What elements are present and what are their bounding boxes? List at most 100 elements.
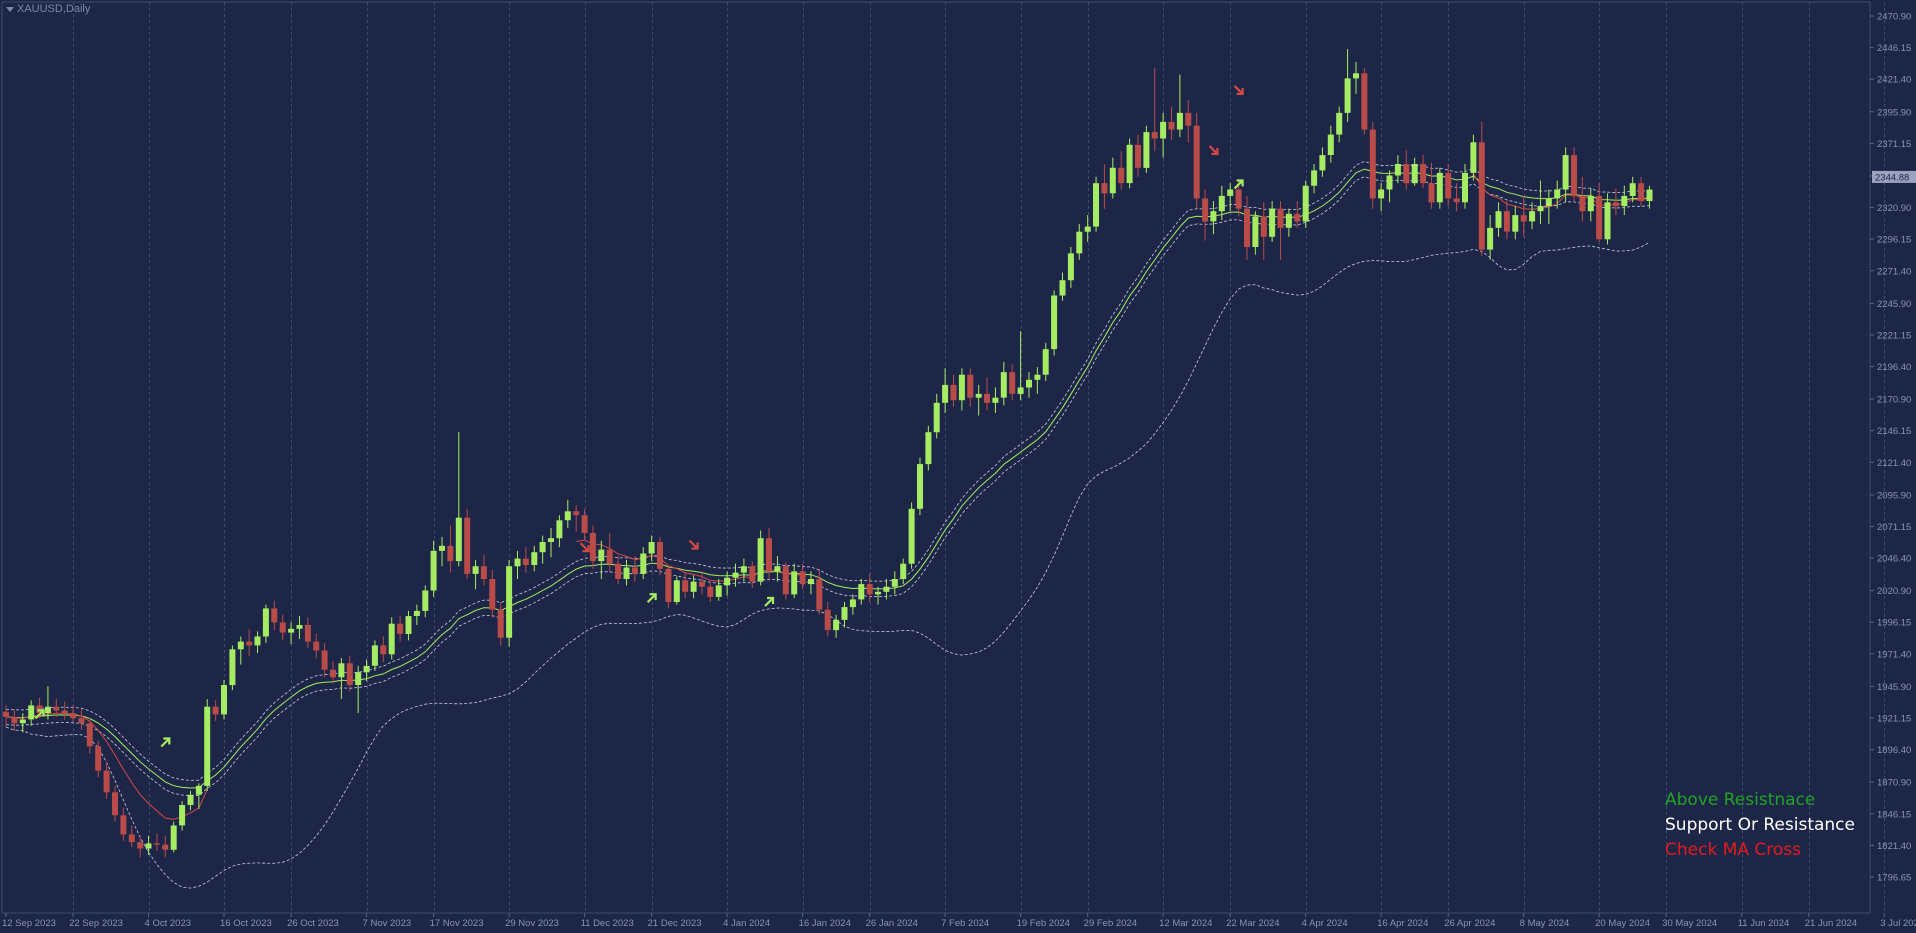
arrow-shaft — [646, 594, 656, 603]
envelope-lower — [5, 176, 1650, 797]
candle — [766, 527, 772, 580]
y-tick-label: 2121.40 — [1877, 458, 1911, 469]
candle-body — [958, 374, 965, 401]
candle — [1520, 195, 1527, 237]
candle — [279, 614, 286, 641]
candle — [346, 655, 353, 692]
buy-arrow-icon — [34, 709, 45, 720]
candle-body — [1495, 211, 1502, 228]
candle-body — [61, 710, 68, 714]
candle-body — [1403, 164, 1410, 184]
y-tick-label: 2296.15 — [1877, 235, 1911, 246]
candle — [430, 540, 437, 597]
candle — [380, 636, 387, 663]
chevron-down-icon[interactable] — [6, 7, 14, 12]
candle-body — [648, 542, 655, 554]
candle-body — [1151, 132, 1158, 139]
y-tick-label: 1971.40 — [1877, 649, 1911, 660]
candle-body — [1252, 216, 1259, 247]
price-axis: 2470.902446.152421.402395.902371.152345.… — [1870, 12, 1916, 884]
candle-body — [1361, 73, 1368, 130]
candles-layer — [3, 49, 1653, 858]
candle — [388, 617, 395, 660]
candle-body — [841, 607, 848, 620]
arrow-head — [1236, 87, 1244, 96]
candle — [304, 617, 311, 648]
candle-body — [212, 706, 219, 715]
y-tick-label: 2146.15 — [1877, 426, 1911, 437]
candle-body — [95, 746, 102, 771]
candle-body — [665, 568, 672, 602]
candle-body — [1353, 73, 1359, 79]
moving-average-line — [5, 168, 1650, 789]
candle-body — [992, 397, 999, 403]
candle-body — [1336, 112, 1343, 135]
candle-body — [120, 815, 127, 835]
candle — [699, 571, 705, 595]
sell-arrow-icon — [1208, 145, 1219, 156]
candle-body — [816, 579, 823, 610]
candle — [1051, 290, 1058, 356]
candle — [1185, 100, 1192, 143]
candle — [992, 387, 999, 414]
y-tick-label: 1796.65 — [1877, 873, 1911, 884]
x-tick-label: 19 Feb 2024 — [1017, 918, 1070, 929]
candle — [120, 807, 127, 841]
y-tick-label: 2470.90 — [1877, 12, 1911, 23]
candle-body — [824, 609, 831, 631]
candle-body — [1579, 195, 1586, 212]
candle — [44, 686, 51, 720]
candle — [1361, 68, 1368, 135]
candle — [1084, 215, 1091, 242]
candle-body — [799, 571, 806, 585]
candle-body — [657, 542, 663, 569]
symbol-title[interactable]: XAUUSD,Daily — [6, 3, 90, 15]
candle — [875, 586, 881, 605]
buy-arrow-icon — [1233, 179, 1244, 190]
candle-body — [1084, 226, 1091, 232]
candle-body — [1101, 183, 1108, 194]
candle — [1646, 185, 1653, 209]
candle — [1638, 176, 1645, 207]
candle-body — [221, 685, 227, 715]
candle — [1311, 164, 1318, 194]
candle-body — [1294, 213, 1301, 222]
candle — [1336, 106, 1343, 143]
candle — [581, 508, 588, 540]
candle-body — [1118, 167, 1125, 184]
candle — [1369, 121, 1376, 209]
candle-body — [1529, 211, 1536, 222]
x-tick-label: 3 Jul 2024 — [1880, 918, 1916, 929]
candle-body — [598, 549, 605, 562]
candle-body — [1470, 142, 1477, 173]
candle-body — [933, 402, 940, 433]
candle — [1260, 202, 1267, 260]
candle-body — [1545, 198, 1552, 207]
candle-body — [36, 705, 43, 714]
y-tick-label: 1921.15 — [1877, 714, 1911, 725]
x-tick-label: 4 Oct 2023 — [145, 918, 191, 929]
candle-body — [1135, 144, 1141, 168]
candle-body — [447, 545, 454, 562]
candle — [816, 568, 823, 615]
candle — [1277, 201, 1284, 260]
candle — [858, 579, 865, 605]
candle-body — [1218, 195, 1225, 212]
y-tick-label: 2271.40 — [1877, 266, 1911, 277]
candle — [824, 602, 831, 637]
x-tick-label: 16 Oct 2023 — [220, 918, 272, 929]
candle-body — [791, 571, 798, 595]
candle — [237, 636, 244, 665]
candle — [1571, 147, 1577, 203]
candle-body — [917, 464, 923, 509]
candle-body — [355, 672, 362, 685]
candle — [1319, 147, 1326, 177]
candle — [1168, 106, 1175, 140]
candle — [78, 709, 85, 730]
arrow-head — [163, 737, 171, 745]
candle — [925, 425, 932, 471]
candle — [1269, 201, 1276, 242]
candle — [1193, 112, 1200, 209]
